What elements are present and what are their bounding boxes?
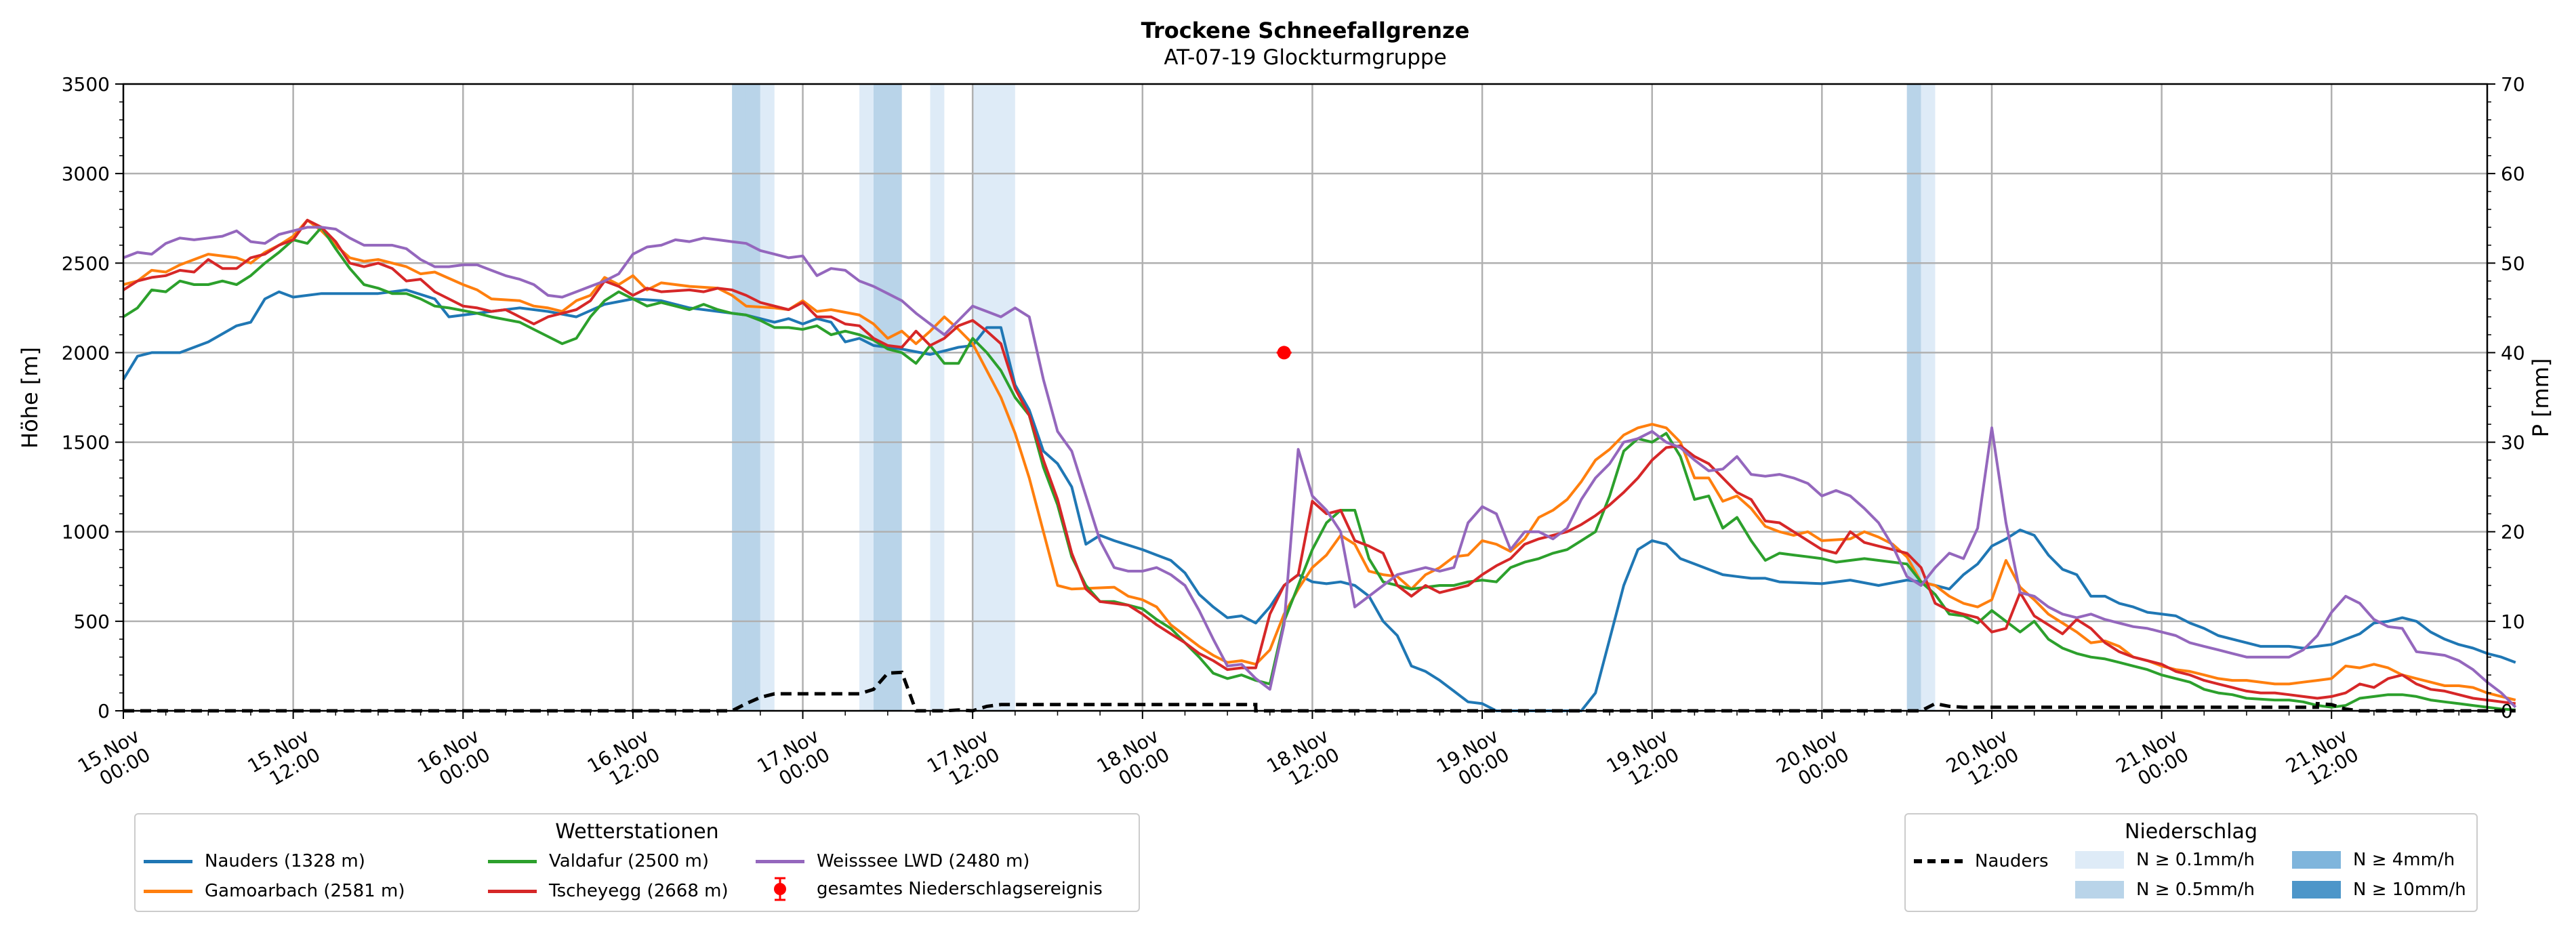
legend-line-tscheyegg (488, 889, 537, 893)
legend-item-event: gesamtes Niederschlagsereignis (756, 875, 1103, 903)
y2-tick-label: 70 (2501, 73, 2525, 96)
y-axis-label: Höhe [m] (17, 347, 43, 449)
y2-tick-label: 50 (2501, 252, 2525, 274)
legend-swatch-n05 (2075, 881, 2124, 899)
legend-label-event: gesamtes Niederschlagsereignis (817, 879, 1103, 899)
series-line-tscheyegg (122, 218, 2516, 705)
legend-label-tscheyegg: Tscheyegg (2668 m) (549, 881, 729, 901)
series-line-weisssee (123, 226, 2517, 709)
legend-precip: Niederschlag Nauders N ≥ 0.1mm/h N ≥ 0.5… (1904, 813, 2478, 912)
legend-label-precip-nauders: Nauders (1975, 851, 2049, 871)
precipitation-bands (732, 84, 1936, 711)
legend-item-n10: N ≥ 10mm/h (2292, 880, 2466, 900)
legend-label-valdafur: Valdafur (2500 m) (549, 851, 709, 871)
precip-line-nauders (123, 670, 2516, 713)
series-line-valdafur (122, 226, 2516, 711)
legend-label-weisssee: Weisssee LWD (2480 m) (817, 851, 1030, 871)
y2-tick-label: 0 (2501, 700, 2513, 722)
y2-tick-label: 40 (2501, 342, 2525, 364)
plot-frame (122, 83, 2489, 712)
precip-band-8 (1921, 84, 1936, 711)
y2-tick-label: 60 (2501, 163, 2525, 185)
precip-band-0 (732, 84, 746, 711)
legend-dash-nauders (1914, 859, 1963, 863)
event-marker-icon (774, 877, 786, 901)
chart-title: Trockene Schneefallgrenze (1141, 18, 1470, 43)
precip-band-5 (930, 84, 945, 711)
legend-label-n4: N ≥ 4mm/h (2353, 850, 2455, 870)
legend-item-n01: N ≥ 0.1mm/h (2075, 850, 2255, 870)
legend-swatch-n10 (2292, 881, 2341, 899)
y-tick-label: 0 (98, 700, 110, 722)
y2-tick-label: 20 (2501, 521, 2525, 543)
precip-band-7 (1906, 84, 1921, 711)
y-tick-label: 2000 (62, 342, 110, 364)
precip-band-1 (745, 84, 760, 711)
legend-line-gamoarbach (144, 889, 192, 893)
y2-tick-label: 10 (2501, 611, 2525, 633)
legend-swatch-n4 (2292, 851, 2341, 869)
legend-label-n01: N ≥ 0.1mm/h (2136, 850, 2255, 870)
series-lines (122, 218, 2517, 712)
precipitation-line (123, 670, 2516, 713)
y-tick-label: 2500 (62, 252, 110, 274)
legend-label-n10: N ≥ 10mm/h (2353, 880, 2466, 900)
y-tick-label: 3500 (62, 73, 110, 96)
legend-swatch-n01 (2075, 851, 2124, 869)
legend-stations-title: Wetterstationen (555, 820, 719, 844)
legend-item-n05: N ≥ 0.5mm/h (2075, 880, 2255, 900)
y-tick-label: 1000 (62, 521, 110, 543)
axes: 0 500 1000 1500 2000 2500 3000 3500 0 10 20 30 40 50 6… (62, 73, 2525, 790)
legend-label-gamoarbach: Gamoarbach (2581 m) (205, 881, 405, 901)
legend-item-tscheyegg: Tscheyegg (2668 m) (488, 881, 729, 901)
y-tick-label: 3000 (62, 163, 110, 185)
series-line-nauders (122, 288, 2516, 712)
grid-lines (123, 84, 2487, 711)
y2-axis-label: P [mm] (2528, 358, 2554, 438)
legend-precip-title: Niederschlag (2125, 820, 2257, 844)
legend-marker-event (756, 875, 804, 903)
legend-item-n4: N ≥ 4mm/h (2292, 850, 2455, 870)
event-marker (1276, 346, 1292, 360)
legend-line-weisssee (756, 859, 804, 863)
series-line-gamoarbach (123, 218, 2516, 702)
legend-label-nauders: Nauders (1328 m) (205, 851, 365, 871)
y-tick-label: 1500 (62, 432, 110, 454)
legend-line-nauders (144, 859, 192, 863)
legend-item-weisssee: Weisssee LWD (2480 m) (756, 851, 1029, 871)
event-marker-point (1277, 346, 1291, 360)
chart-subtitle: AT-07-19 Glockturmgruppe (1164, 45, 1446, 70)
legend-stations: Wetterstationen Nauders (1328 m) Gamoarb… (134, 813, 1140, 912)
precip-band-6 (973, 84, 1015, 711)
precip-band-4 (873, 84, 902, 711)
legend-item-precip-nauders: Nauders (1914, 851, 2049, 871)
y2-tick-label: 30 (2501, 432, 2525, 454)
precip-band-3 (859, 84, 874, 711)
legend-item-nauders: Nauders (1328 m) (144, 851, 365, 871)
y-tick-label: 500 (74, 611, 110, 633)
legend-item-gamoarbach: Gamoarbach (2581 m) (144, 881, 405, 901)
legend-label-n05: N ≥ 0.5mm/h (2136, 880, 2255, 900)
legend-line-valdafur (488, 859, 537, 863)
legend-item-valdafur: Valdafur (2500 m) (488, 851, 709, 871)
precip-band-2 (760, 84, 775, 711)
